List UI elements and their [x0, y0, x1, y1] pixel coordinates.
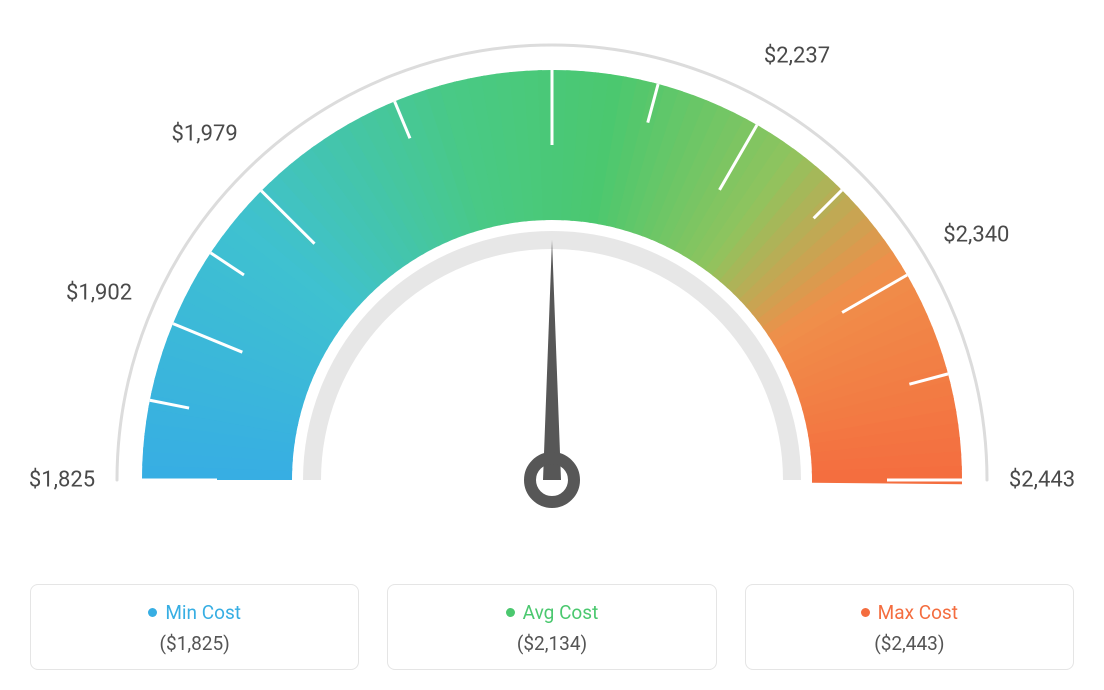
avg-cost-value: ($2,134) — [406, 632, 697, 655]
gauge-tick-label: $2,443 — [1009, 468, 1075, 493]
min-cost-card: Min Cost ($1,825) — [30, 584, 359, 670]
gauge-tick-label: $1,825 — [29, 468, 95, 493]
gauge-tick-label: $1,902 — [66, 281, 132, 306]
gauge-svg — [0, 0, 1104, 560]
card-title-row: Avg Cost — [406, 601, 697, 624]
avg-cost-title: Avg Cost — [523, 601, 599, 624]
gauge-tick-label: $2,340 — [943, 223, 1009, 248]
max-dot-icon — [861, 608, 870, 617]
max-cost-title: Max Cost — [878, 601, 958, 624]
max-cost-value: ($2,443) — [764, 632, 1055, 655]
card-title-row: Max Cost — [764, 601, 1055, 624]
avg-dot-icon — [506, 608, 515, 617]
min-dot-icon — [148, 608, 157, 617]
gauge-needle — [543, 240, 561, 480]
gauge-chart: $1,825 $1,902 $1,979 $2,134 $2,237 $2,340 $2,4… — [0, 0, 1104, 560]
card-title-row: Min Cost — [49, 601, 340, 624]
gauge-tick-label: $2,134 — [519, 0, 585, 3]
gauge-tick-label: $2,237 — [764, 43, 830, 68]
summary-cards: Min Cost ($1,825) Avg Cost ($2,134) Max … — [0, 584, 1104, 670]
min-cost-title: Min Cost — [165, 601, 241, 624]
max-cost-card: Max Cost ($2,443) — [745, 584, 1074, 670]
avg-cost-card: Avg Cost ($2,134) — [387, 584, 716, 670]
gauge-tick-label: $1,979 — [172, 122, 238, 147]
min-cost-value: ($1,825) — [49, 632, 340, 655]
